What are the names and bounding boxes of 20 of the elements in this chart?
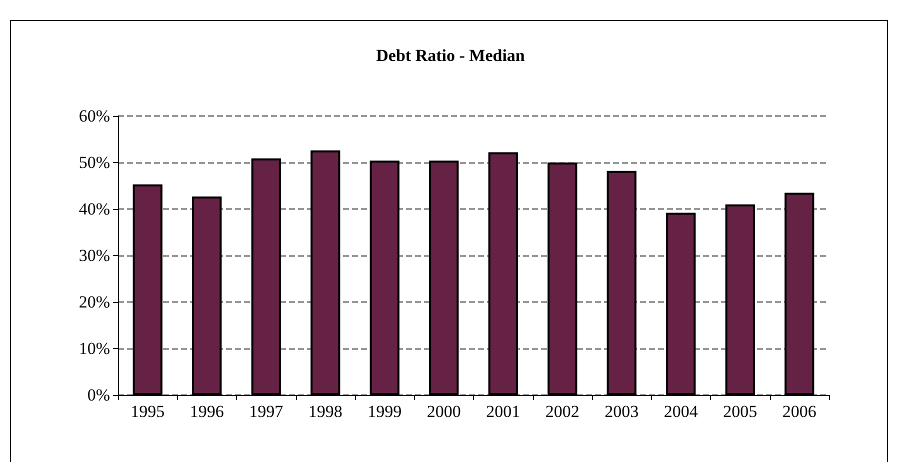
y-tick-label: 10% <box>78 339 110 358</box>
x-tick-label: 2005 <box>723 402 758 421</box>
y-tick-label: 40% <box>78 200 110 218</box>
y-tick-label: 30% <box>78 246 110 265</box>
x-tick-label: 1995 <box>130 402 165 421</box>
x-tick-label: 2003 <box>604 402 639 421</box>
y-tick-label: 60% <box>78 106 110 126</box>
x-tick-label: 2006 <box>782 402 816 421</box>
x-tick-label: 1999 <box>368 402 402 421</box>
chart-title: Debt Ratio - Median <box>376 46 526 65</box>
y-tick-label: 0% <box>87 386 110 404</box>
y-tick-label: 50% <box>78 153 110 172</box>
x-tick-label: 2000 <box>426 402 461 421</box>
y-tick-label: 20% <box>78 292 110 312</box>
x-tick-label: 2002 <box>545 402 580 421</box>
x-tick-label: 1997 <box>249 402 284 421</box>
x-tick-label: 1998 <box>308 402 342 421</box>
x-tick-label: 2004 <box>664 402 698 421</box>
x-tick-label: 2001 <box>486 402 520 421</box>
x-tick-label: 1996 <box>190 402 224 421</box>
